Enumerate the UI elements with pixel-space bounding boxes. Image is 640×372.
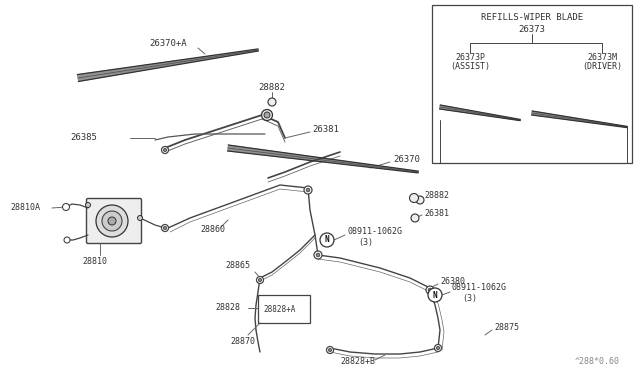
Circle shape	[161, 147, 168, 154]
Bar	[432, 5, 632, 163]
Circle shape	[96, 205, 128, 237]
Circle shape	[262, 109, 273, 121]
Circle shape	[161, 224, 168, 231]
Text: REFILLS-WIPER BLADE: REFILLS-WIPER BLADE	[481, 13, 583, 22]
Text: 28875: 28875	[494, 323, 519, 331]
Text: 26373M: 26373M	[587, 52, 617, 61]
Circle shape	[268, 98, 276, 106]
Text: 26373P: 26373P	[455, 52, 485, 61]
Text: 08911-1062G: 08911-1062G	[452, 283, 507, 292]
Circle shape	[138, 215, 143, 221]
Circle shape	[320, 233, 334, 247]
Circle shape	[328, 349, 332, 352]
Text: N: N	[324, 235, 330, 244]
Text: 28810A: 28810A	[10, 203, 40, 212]
Circle shape	[304, 186, 312, 194]
Circle shape	[262, 110, 271, 119]
FancyBboxPatch shape	[86, 199, 141, 244]
Text: 26370: 26370	[393, 155, 420, 164]
Text: 28860: 28860	[200, 225, 225, 234]
Circle shape	[410, 193, 419, 202]
Text: 28810: 28810	[82, 257, 107, 266]
Circle shape	[108, 217, 116, 225]
Text: (3): (3)	[358, 238, 373, 247]
Text: 28870: 28870	[230, 337, 255, 346]
Circle shape	[411, 214, 419, 222]
Circle shape	[86, 202, 90, 208]
Circle shape	[63, 203, 70, 211]
Circle shape	[416, 196, 424, 204]
Circle shape	[435, 344, 442, 352]
Text: (DRIVER): (DRIVER)	[582, 62, 622, 71]
Text: 28828+A: 28828+A	[263, 305, 296, 314]
Circle shape	[428, 288, 432, 292]
Text: 08911-1062G: 08911-1062G	[347, 228, 402, 237]
Circle shape	[436, 346, 440, 350]
Text: (ASSIST): (ASSIST)	[450, 62, 490, 71]
Text: ^288*0.60: ^288*0.60	[575, 357, 620, 366]
Text: 28828: 28828	[215, 304, 240, 312]
Text: 26385: 26385	[70, 134, 97, 142]
Circle shape	[259, 278, 262, 282]
Text: 28865: 28865	[225, 262, 250, 270]
Circle shape	[64, 237, 70, 243]
Text: 28828+B: 28828+B	[340, 357, 375, 366]
Text: 28882: 28882	[424, 192, 449, 201]
Circle shape	[314, 251, 322, 259]
Text: N: N	[433, 291, 437, 299]
Text: 26370+A: 26370+A	[149, 38, 187, 48]
Circle shape	[316, 253, 320, 257]
Circle shape	[326, 346, 333, 353]
Circle shape	[163, 227, 166, 230]
Circle shape	[102, 211, 122, 231]
Text: 26380: 26380	[440, 276, 465, 285]
Circle shape	[264, 112, 270, 118]
Text: 26381: 26381	[312, 125, 339, 135]
Circle shape	[257, 276, 264, 283]
Circle shape	[428, 288, 442, 302]
Circle shape	[265, 113, 269, 117]
Text: 26381: 26381	[424, 208, 449, 218]
Circle shape	[163, 148, 166, 151]
Circle shape	[306, 188, 310, 192]
Bar	[258, 295, 310, 323]
Circle shape	[426, 286, 434, 294]
Text: 28882: 28882	[259, 83, 285, 93]
Text: 26373: 26373	[518, 25, 545, 33]
Text: (3): (3)	[462, 294, 477, 302]
